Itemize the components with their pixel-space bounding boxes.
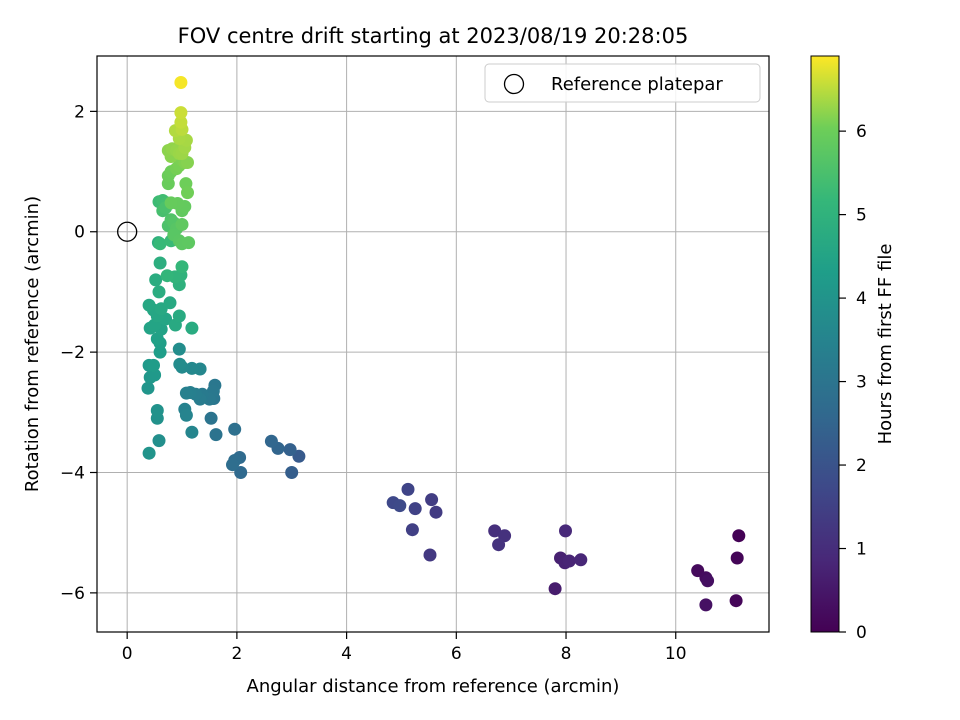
scatter-point: [292, 449, 306, 463]
scatter-point: [153, 345, 167, 359]
y-axis-ticks: −6 −4 −2 0 2: [60, 102, 97, 604]
scatter-point: [182, 236, 196, 250]
y-tick-label: −6: [60, 584, 85, 604]
colorbar: 0 1 2 3 4 5 6 Hours from first FF file: [810, 55, 896, 643]
scatter-point: [179, 386, 193, 400]
y-tick-label: −4: [60, 464, 85, 484]
scatter-point: [408, 502, 422, 516]
y-tick-label: 0: [74, 223, 85, 243]
colorbar-gradient: [810, 55, 840, 633]
scatter-point: [141, 381, 155, 395]
scatter-point: [149, 273, 163, 287]
scatter-point: [152, 434, 166, 448]
scatter-point: [152, 285, 166, 299]
colorbar-tick-label: 5: [856, 206, 867, 226]
scatter-point: [425, 493, 439, 507]
scatter-point: [174, 106, 188, 120]
x-axis-ticks: 0 2 4 6 8 10: [122, 632, 687, 664]
colorbar-tick-label: 1: [856, 540, 867, 560]
scatter-point: [488, 524, 502, 538]
scatter-point: [185, 425, 199, 439]
x-axis-label: Angular distance from reference (arcmin): [247, 676, 620, 697]
colorbar-tick-label: 4: [856, 289, 867, 309]
scatter-point: [204, 411, 218, 425]
scatter-point: [153, 256, 167, 270]
scatter-point: [153, 237, 167, 251]
legend-marker-circle: [503, 73, 525, 95]
y-tick-label: −2: [60, 343, 85, 363]
legend-label: Reference platepar: [551, 74, 723, 95]
colorbar-tick-label: 3: [856, 373, 867, 393]
scatter-point: [181, 186, 194, 200]
scatter-point: [185, 361, 199, 375]
scatter-point: [150, 404, 164, 417]
scatter-point: [163, 296, 177, 310]
colorbar-tick-label: 6: [856, 122, 867, 142]
legend-box: [484, 63, 761, 103]
scatter-point: [393, 499, 407, 513]
scatter-point: [559, 524, 572, 538]
scatter-point: [209, 428, 223, 442]
colorbar-label: Hours from first FF file: [875, 244, 896, 445]
scatter-point: [226, 458, 239, 472]
scatter-point: [173, 357, 187, 371]
data-points: [117, 76, 746, 612]
x-tick-label: 4: [341, 644, 352, 664]
scatter-point: [492, 538, 506, 552]
scatter-point: [160, 269, 174, 283]
legend: Reference platepar: [484, 63, 761, 103]
scatter-point: [283, 443, 297, 457]
scatter-point: [172, 342, 186, 356]
x-tick-label: 0: [122, 644, 133, 664]
colorbar-tick-label: 0: [856, 623, 867, 643]
colorbar-tick-label: 2: [856, 456, 867, 476]
scatter-point: [142, 298, 156, 312]
scatter-point: [285, 466, 299, 479]
scatter-point: [228, 422, 242, 436]
scatter-point: [401, 482, 415, 496]
scatter-point: [423, 548, 437, 562]
scatter-point: [429, 505, 443, 519]
scatter-point: [185, 321, 199, 335]
scatter-point: [548, 582, 562, 596]
scatter-point: [729, 594, 743, 608]
scatter-point: [164, 196, 178, 210]
scatter-point: [179, 408, 193, 422]
scatter-point: [701, 574, 715, 588]
scatter-point: [147, 358, 160, 372]
grid-lines: [97, 56, 769, 632]
x-tick-label: 6: [451, 644, 462, 664]
x-tick-label: 8: [561, 644, 572, 664]
plot-frame: [96, 55, 770, 633]
scatter-point: [562, 554, 576, 568]
x-tick-label: 10: [665, 644, 687, 664]
scatter-point: [174, 115, 188, 129]
scatter-point: [175, 260, 189, 274]
scatter-point: [699, 598, 713, 612]
colorbar-ticks: 0 1 2 3 4 5 6: [839, 122, 867, 643]
scatter-point: [172, 309, 186, 323]
scatter-point: [732, 529, 746, 543]
chart-title: FOV centre drift starting at 2023/08/19 …: [178, 24, 689, 48]
scatter-point: [405, 523, 419, 537]
x-tick-label: 2: [231, 644, 242, 664]
scatter-point: [148, 368, 162, 382]
scatter-point: [142, 446, 156, 460]
reference-platepar-marker: [117, 221, 138, 242]
y-axis-label: Rotation from reference (arcmin): [22, 196, 43, 492]
scatter-point: [730, 551, 744, 565]
scatter-point: [175, 218, 189, 231]
scatter-point: [574, 553, 588, 567]
scatter-point: [264, 434, 278, 448]
y-tick-label: 2: [74, 102, 85, 122]
scatter-point: [174, 76, 188, 89]
scatter-point: [234, 466, 248, 479]
